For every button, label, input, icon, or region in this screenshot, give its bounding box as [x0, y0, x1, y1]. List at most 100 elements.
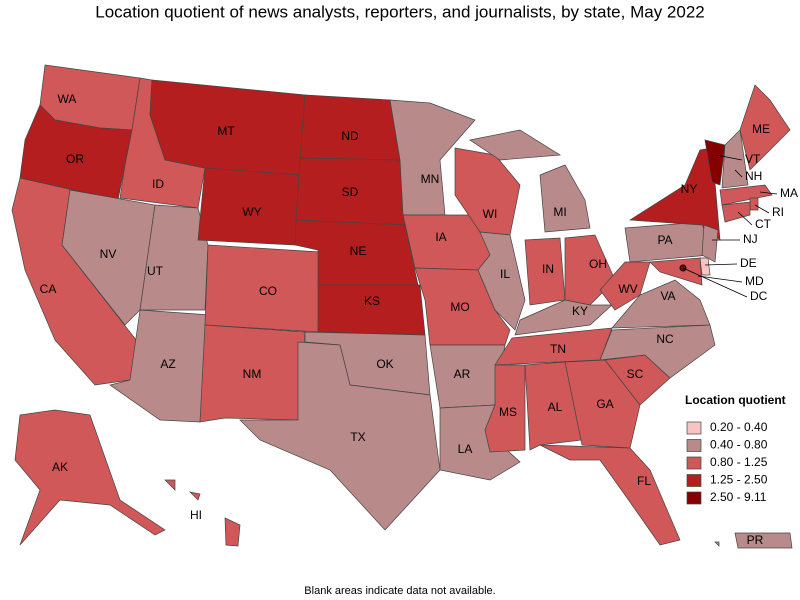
state	[224, 517, 241, 547]
leader-line	[737, 211, 753, 226]
state	[239, 341, 441, 531]
state-label: HI	[190, 508, 202, 522]
state-label: MI	[553, 205, 566, 219]
state-label: MA	[780, 186, 798, 200]
state-label: MO	[450, 300, 469, 314]
state-label: ME	[752, 122, 770, 136]
state	[61, 189, 156, 326]
state	[299, 94, 401, 161]
legend-label: 2.50 - 9.11	[710, 490, 767, 504]
leader-line	[704, 263, 738, 266]
state	[14, 409, 166, 546]
state	[599, 324, 716, 379]
legend-swatch	[686, 439, 702, 452]
state-label: DC	[750, 289, 768, 303]
state	[469, 129, 562, 161]
state-labels: WA OR CA ID NV UT AZ MT WY CO NM ND SD NE KS OK TX MN IA MO…	[40, 92, 798, 547]
footnote: Blank areas indicate data not available.	[304, 585, 495, 597]
state-label: WV	[618, 282, 637, 296]
state-label: MD	[745, 274, 764, 288]
state	[599, 261, 651, 311]
state-label: KY	[572, 304, 588, 318]
state-label: CO	[259, 284, 277, 298]
state	[317, 284, 426, 336]
legend-label: 1.25 - 2.50	[710, 473, 768, 487]
state-label: IL	[500, 267, 510, 281]
state-label: KS	[364, 294, 380, 308]
state	[524, 361, 583, 451]
state	[539, 164, 591, 233]
state	[734, 532, 793, 549]
leader-line	[682, 267, 748, 298]
map-title: Location quotient of news analysts, repo…	[95, 2, 705, 21]
state-label: RI	[772, 205, 784, 219]
state-label: GA	[596, 397, 613, 411]
legend-label: 0.80 - 1.25	[710, 455, 768, 469]
state-label: AZ	[160, 357, 175, 371]
legend-label: 0.20 - 0.40	[710, 420, 768, 434]
state-label: WI	[483, 207, 498, 221]
state	[699, 257, 711, 276]
state	[649, 257, 703, 286]
legend-swatch	[686, 421, 702, 435]
state	[539, 444, 681, 546]
state-label: NJ	[743, 232, 758, 246]
state-label: NM	[243, 367, 262, 381]
legend-label: 0.40 - 0.80	[710, 438, 768, 452]
state-label: AK	[52, 460, 68, 474]
leader-line	[754, 204, 770, 214]
state-label: AR	[454, 367, 471, 381]
state-label: FL	[637, 474, 651, 488]
state-label: MT	[217, 124, 235, 138]
leader-line	[759, 191, 778, 195]
state-label: SD	[342, 185, 359, 199]
state-label: VA	[660, 289, 675, 303]
state	[611, 279, 711, 329]
state	[564, 359, 641, 449]
state	[714, 541, 720, 547]
state-label: NH	[745, 169, 762, 183]
state	[389, 99, 476, 216]
state-label: MS	[499, 405, 517, 419]
state-label: OH	[589, 257, 607, 271]
state	[739, 84, 791, 171]
state-label: SC	[627, 367, 644, 381]
state-label: UT	[147, 264, 164, 278]
leader-line	[697, 275, 743, 283]
state	[704, 139, 726, 186]
state-label: IA	[435, 230, 446, 244]
states	[11, 64, 793, 549]
state	[188, 491, 201, 501]
state-label: OR	[66, 152, 84, 166]
state-label: OK	[376, 357, 393, 371]
state-label: TX	[350, 430, 365, 444]
state	[199, 324, 306, 423]
state-label: ND	[341, 129, 359, 143]
state	[749, 197, 759, 211]
leader-line	[715, 154, 743, 161]
state	[701, 224, 719, 263]
state-label: CT	[755, 217, 772, 231]
state-label: DE	[740, 256, 757, 270]
leader-line	[734, 169, 743, 178]
state-label: WA	[58, 92, 77, 106]
state-label: VT	[745, 152, 761, 166]
state-label: LA	[458, 442, 473, 456]
state-label: WY	[242, 205, 261, 219]
state	[719, 184, 773, 206]
state	[477, 231, 526, 331]
legend-swatch	[686, 456, 702, 470]
state	[721, 201, 751, 223]
state-label: CA	[40, 282, 57, 296]
legend-swatch	[686, 491, 702, 505]
state-label: NY	[681, 182, 698, 196]
state-label: NC	[656, 332, 674, 346]
state-label: MN	[421, 172, 440, 186]
state-label: NV	[100, 247, 117, 261]
state-label: PA	[657, 233, 672, 247]
state-label: ID	[152, 177, 164, 191]
state-label: IN	[542, 262, 554, 276]
state-label: AL	[548, 400, 563, 414]
state-label: TN	[550, 342, 566, 356]
